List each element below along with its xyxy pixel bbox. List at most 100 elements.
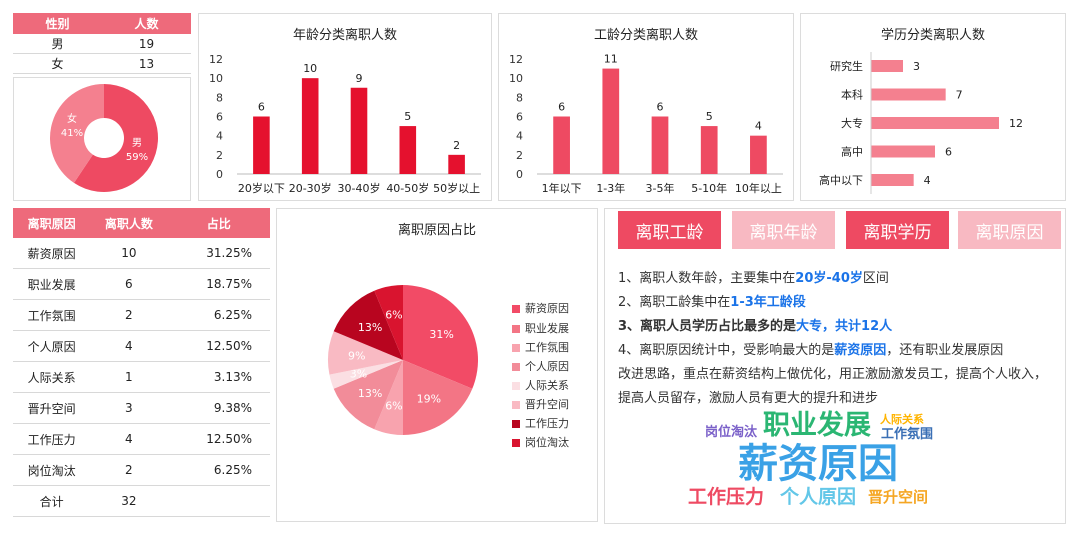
y-tick-label: 0 xyxy=(516,168,523,181)
legend-label: 个人原因 xyxy=(525,360,569,373)
data-label: 7 xyxy=(956,89,963,102)
reason-cell: 6.25% xyxy=(167,299,270,331)
legend-label: 职业发展 xyxy=(525,322,569,335)
wordcloud-word: 岗位淘汰 xyxy=(705,425,758,440)
legend-item: 职业发展 xyxy=(512,320,569,336)
y-tick-label: 12 xyxy=(209,53,223,66)
data-label: 4 xyxy=(755,120,762,133)
data-label: 5 xyxy=(404,110,411,123)
x-tick-label: 50岁以上 xyxy=(433,181,480,195)
x-tick-label: 20岁以下 xyxy=(238,181,285,195)
x-tick-label: 40-50岁 xyxy=(386,181,429,195)
legend-label: 工作氛围 xyxy=(525,341,569,354)
reason-pie-title: 离职原因占比 xyxy=(397,223,476,238)
y-tick-label: 10 xyxy=(509,72,523,85)
legend-item: 人际关系 xyxy=(512,377,569,393)
tab-age-button[interactable]: 离职年龄 xyxy=(732,211,835,249)
y-tick-label: 2 xyxy=(516,149,523,162)
bar xyxy=(253,116,270,174)
table-row: 职业发展 6 18.75% xyxy=(13,268,270,300)
legend-swatch xyxy=(512,420,520,428)
legend-swatch xyxy=(512,344,520,352)
pie-data-label: 9% xyxy=(348,349,365,362)
pie-slice xyxy=(328,331,403,375)
legend-swatch xyxy=(512,305,520,313)
pie-slice xyxy=(333,290,403,360)
age-bar-chart: 12 10 8 6 4 2 0 6 20岁以下 10 20-30岁 9 30-40岁 5 40-50岁 2 50… xyxy=(209,53,481,195)
y-tick-label: 4 xyxy=(516,130,523,143)
gender-donut-card: 女 41% 男 59% xyxy=(13,77,191,201)
wordcloud-word: 晋升空间 xyxy=(868,488,929,506)
reason-cell: 18.75% xyxy=(167,268,270,300)
data-label: 9 xyxy=(356,72,363,85)
legend-label: 薪资原因 xyxy=(525,302,569,315)
reason-cell: 12.50% xyxy=(167,330,270,362)
reason-total-label: 合计 xyxy=(13,485,91,517)
y-tick-label: 8 xyxy=(516,91,523,104)
age-chart-card: 年龄分类离职人数 12 10 8 6 4 2 0 6 20岁以下 10 20-30岁 9 30-40岁 5… xyxy=(198,13,492,201)
reason-cell: 工作压力 xyxy=(13,423,91,455)
analysis-text: 3、离职人员学历占比最多的是 xyxy=(618,319,797,334)
data-label: 6 xyxy=(945,146,952,159)
analysis-highlight: 大专，共计12人 xyxy=(796,319,893,334)
data-label: 3 xyxy=(913,60,920,73)
table-row: 岗位淘汰 2 6.25% xyxy=(13,454,270,486)
pie-data-label: 6% xyxy=(385,308,402,321)
data-label: 10 xyxy=(303,62,317,75)
reason-cell: 9.38% xyxy=(167,392,270,424)
pie-data-label: 13% xyxy=(358,387,382,400)
gender-header-1: 人数 xyxy=(102,13,191,34)
legend-item: 工作压力 xyxy=(512,415,569,431)
legend-label: 晋升空间 xyxy=(525,398,569,411)
wordcloud-word: 个人原因 xyxy=(780,486,857,508)
tab-tenure-button[interactable]: 离职工龄 xyxy=(618,211,721,249)
analysis-highlight: 薪资原因 xyxy=(834,343,887,358)
bar xyxy=(750,135,767,174)
analysis-line-3: 3、离职人员学历占比最多的是大专，共计12人 xyxy=(618,315,892,334)
tab-education-button[interactable]: 离职学历 xyxy=(846,211,949,249)
legend-item: 岗位淘汰 xyxy=(512,434,569,450)
legend-item: 工作氛围 xyxy=(512,339,569,355)
pie-slice xyxy=(374,285,403,360)
reason-cell: 个人原因 xyxy=(13,330,91,362)
x-tick-label: 1-3年 xyxy=(596,181,625,195)
reason-cell: 人际关系 xyxy=(13,361,91,393)
analysis-line-6: 提高人员留存，激励人员有更大的提升和进步 xyxy=(618,391,879,406)
x-tick-label: 1年以下 xyxy=(542,181,582,195)
analysis-text: 4、离职原因统计中，受影响最大的是 xyxy=(618,343,835,358)
bar xyxy=(651,116,669,174)
tab-reason-button[interactable]: 离职原因 xyxy=(958,211,1061,249)
table-row: 个人原因 4 12.50% xyxy=(13,330,270,362)
data-label: 6 xyxy=(258,101,265,114)
bar xyxy=(399,126,417,174)
wordcloud-word: 薪资原因 xyxy=(738,441,898,487)
table-row: 薪资原因 10 31.25% xyxy=(13,238,270,269)
bar xyxy=(871,117,999,129)
analysis-highlight: 20岁-40岁 xyxy=(795,271,863,286)
wordcloud-word: 工作氛围 xyxy=(881,427,934,442)
x-tick-label: 30-40岁 xyxy=(338,181,381,195)
tenure-chart-title: 工龄分类离职人数 xyxy=(593,28,698,43)
bar xyxy=(350,87,368,174)
gender-header-0: 性别 xyxy=(13,13,102,34)
bar xyxy=(700,126,718,174)
legend-label: 工作压力 xyxy=(525,417,569,430)
legend-swatch xyxy=(512,382,520,390)
analysis-line-2: 2、离职工龄集中在1-3年工龄段 xyxy=(618,291,806,310)
pie-data-label: 3% xyxy=(350,367,367,380)
donut-slice-female xyxy=(49,84,104,183)
reason-total-empty xyxy=(167,485,270,517)
reason-cell: 4 xyxy=(90,330,168,362)
y-tick-label: 研究生 xyxy=(830,59,863,73)
gender-cell: 女 xyxy=(13,53,102,74)
legend-swatch xyxy=(512,401,520,409)
pie-data-label: 13% xyxy=(358,321,382,334)
reason-total-value: 32 xyxy=(90,485,168,517)
y-tick-label: 高中 xyxy=(841,145,863,159)
donut-slice-male xyxy=(73,84,158,192)
pie-slice xyxy=(333,360,403,430)
pie-data-label: 31% xyxy=(429,328,453,341)
x-tick-label: 20-30岁 xyxy=(289,181,332,195)
y-tick-label: 高中以下 xyxy=(819,173,863,187)
y-tick-label: 6 xyxy=(216,111,223,124)
